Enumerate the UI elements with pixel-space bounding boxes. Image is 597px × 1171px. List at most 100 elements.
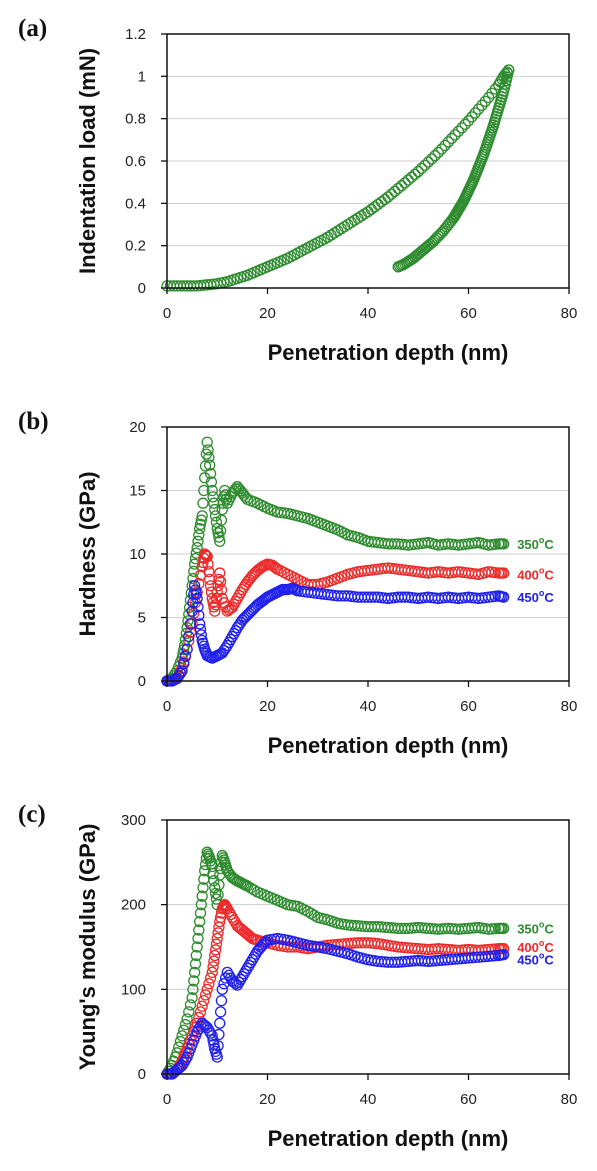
series-label-unit-super: o — [539, 535, 545, 545]
data-point — [178, 657, 190, 670]
data-point — [203, 978, 215, 990]
data-point — [498, 948, 510, 961]
data-point — [199, 548, 211, 560]
y-tick-label: 5 — [138, 610, 146, 627]
data-point — [197, 556, 209, 569]
x-tick-label: 40 — [360, 305, 377, 322]
data-point — [183, 1006, 195, 1018]
series-label-value: 450 — [517, 590, 539, 605]
x-tick-label: 60 — [460, 698, 477, 715]
x-tick-label: 60 — [460, 1091, 477, 1108]
data-point — [479, 95, 491, 108]
data-point — [489, 923, 501, 935]
data-point — [498, 567, 510, 579]
data-point — [208, 955, 220, 967]
y-tick-label: 15 — [129, 483, 146, 500]
data-point — [462, 115, 475, 127]
data-point — [181, 1013, 193, 1025]
y-tick-label: 1 — [138, 68, 146, 85]
data-point — [432, 146, 445, 159]
series-label-unit: C — [544, 567, 554, 582]
data-point — [198, 484, 210, 497]
data-point — [183, 630, 195, 643]
data-point — [409, 168, 421, 181]
data-point — [211, 1051, 223, 1063]
data-point — [395, 180, 408, 192]
x-tick-label: 20 — [259, 698, 276, 715]
panel-label: (b) — [18, 408, 49, 435]
data-point — [209, 944, 222, 956]
x-tick-label: 0 — [163, 698, 171, 715]
series-label-value: 350 — [517, 537, 539, 552]
data-point — [456, 122, 468, 134]
chart-panel-b: (b) 350oC 400oC 450oC 0 20 40 60 80 0 5 10 15 20 Penet… — [0, 393, 597, 778]
x-tick-label: 0 — [163, 1091, 171, 1108]
data-point — [442, 136, 455, 148]
series-label-value: 400 — [517, 940, 539, 955]
data-point — [452, 125, 465, 138]
data-point — [191, 541, 203, 554]
x-tick-label: 40 — [360, 698, 377, 715]
data-point — [476, 99, 488, 111]
series-label: 350oC — [517, 535, 554, 552]
data-point — [190, 588, 202, 600]
y-tick-label: 1.2 — [125, 26, 146, 43]
data-point — [446, 132, 458, 145]
data-point — [214, 915, 226, 928]
data-point — [389, 185, 401, 197]
data-point — [375, 196, 388, 208]
data-point — [179, 650, 192, 663]
data-point — [258, 937, 270, 950]
data-point — [207, 491, 219, 503]
data-point — [202, 444, 214, 456]
data-point — [498, 591, 510, 603]
y-tick-label: 0.6 — [125, 153, 146, 170]
data-point — [209, 949, 221, 962]
x-tick-label: 80 — [561, 698, 578, 715]
data-point — [372, 198, 384, 211]
series-label: 350oC — [517, 919, 554, 936]
data-point — [489, 538, 501, 550]
data-point — [179, 1018, 192, 1031]
data-point — [191, 941, 203, 953]
y-tick-label: 0 — [138, 280, 146, 297]
data-point — [203, 566, 215, 578]
series-label-value: 400 — [517, 567, 539, 582]
data-point — [194, 623, 207, 636]
x-tick-label: 60 — [460, 305, 477, 322]
data-point — [219, 484, 231, 497]
data-point — [184, 618, 197, 630]
data-point — [429, 150, 441, 162]
data-point — [197, 882, 209, 894]
data-point — [208, 497, 220, 509]
data-point — [489, 566, 501, 579]
data-point — [214, 1017, 226, 1029]
data-point — [181, 643, 193, 655]
data-point — [214, 525, 227, 537]
x-tick-label: 20 — [259, 1091, 276, 1108]
data-point — [194, 618, 206, 630]
data-point — [201, 550, 213, 563]
data-point — [188, 580, 201, 592]
panel-label: (a) — [18, 15, 47, 42]
data-point — [213, 531, 225, 543]
data-point — [204, 459, 216, 471]
data-point — [439, 139, 451, 152]
y-tick-label: 0 — [138, 673, 146, 690]
data-point — [184, 999, 197, 1011]
data-point — [192, 535, 204, 547]
x-tick-label: 40 — [360, 1091, 377, 1108]
data-point — [203, 451, 215, 464]
data-point — [176, 665, 188, 677]
data-point — [205, 476, 218, 488]
series-label-unit-super: o — [539, 938, 545, 948]
data-point — [204, 580, 217, 592]
data-point — [188, 975, 200, 987]
data-point — [197, 497, 209, 509]
data-point — [189, 958, 202, 970]
data-point — [459, 118, 471, 130]
data-point — [198, 994, 210, 1007]
data-point — [213, 1028, 225, 1041]
data-point — [195, 899, 207, 911]
